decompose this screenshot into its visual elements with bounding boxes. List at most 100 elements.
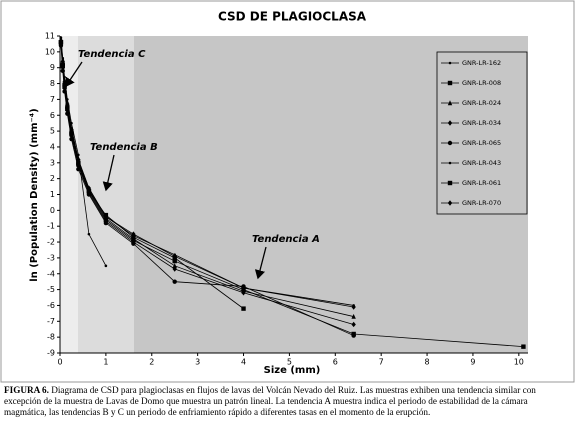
x-tick-label: 4 (241, 358, 246, 367)
marker (447, 120, 453, 126)
annotation: Tendencia C (78, 49, 146, 60)
x-tick-label: 7 (379, 358, 384, 367)
y-tick-label: -5 (47, 285, 55, 294)
marker (69, 132, 74, 137)
marker (65, 101, 70, 107)
y-tick-label: 1 (50, 190, 55, 199)
chart-title: CSD DE PLAGIOCLASA (218, 10, 367, 24)
annotations: Tendencia C Tendencia B Tendencia A (65, 49, 320, 280)
band (78, 36, 134, 353)
marker (447, 80, 453, 86)
marker (76, 162, 81, 167)
marker (103, 220, 109, 226)
legend-label: GNR-LR-024 (462, 99, 501, 107)
x-tick-label: 8 (425, 358, 430, 367)
legend-box (436, 51, 528, 215)
x-tick-label: 10 (514, 358, 524, 367)
marker (241, 306, 246, 311)
marker (76, 156, 81, 163)
marker (103, 213, 109, 220)
marker (447, 140, 453, 146)
series-line (60, 40, 354, 308)
x-tick-label: 1 (103, 358, 108, 367)
marker (104, 264, 108, 268)
figure-caption: FIGURA 6. Diagrama de CSD para plagiocla… (4, 385, 570, 418)
legend-label: GNR-LR-065 (462, 139, 501, 147)
marker (60, 58, 65, 65)
caption-text: Diagrama de CSD para plagioclasas en flu… (4, 385, 536, 417)
legend-label: GNR-LR-043 (462, 159, 501, 167)
marker (65, 106, 70, 112)
legend: GNR-LR-162 GNR-LR-008 GNR-LR-024 GNR-LR-034… (436, 51, 528, 215)
marker (131, 231, 136, 237)
x-tick-label: 5 (287, 358, 292, 367)
y-tick-label: -9 (47, 349, 55, 358)
marker (172, 263, 177, 269)
marker (172, 279, 177, 284)
marker (521, 344, 526, 349)
annotation-arrow (65, 61, 83, 88)
y-tick-label: 10 (45, 47, 55, 56)
y-tick-label: 3 (50, 158, 55, 167)
marker (351, 313, 356, 319)
y-tick-label: -1 (47, 222, 55, 231)
band (60, 36, 78, 353)
y-tick-label: 11 (45, 32, 55, 41)
caption-label: FIGURA 6. (4, 385, 49, 395)
y-tick-label: -3 (47, 253, 55, 262)
marker (447, 200, 453, 206)
y-tick-label: 6 (50, 111, 55, 120)
series-layer (58, 36, 526, 349)
marker (351, 304, 356, 310)
y-tick-label: 8 (50, 79, 55, 88)
annotation-arrow (102, 154, 115, 192)
marker (172, 266, 177, 272)
y-tick-label: -2 (47, 238, 55, 247)
x-tick-label: 6 (333, 358, 338, 367)
marker (58, 38, 64, 44)
y-tick-label: 5 (50, 127, 55, 136)
marker (60, 63, 65, 69)
y-tick-label: -8 (47, 333, 55, 342)
marker (351, 321, 356, 328)
marker (62, 84, 67, 89)
marker (172, 258, 177, 264)
marker (86, 185, 92, 191)
marker (131, 235, 136, 240)
marker (131, 241, 136, 246)
x-axis-title: Size (mm) (264, 365, 321, 376)
chart: CSD DE PLAGIOCLASA -9 -8 -7 -6 -5 -4 -3 -2 -1 0 1 2… (0, 0, 575, 383)
marker (447, 180, 453, 186)
y-tick-label: 9 (50, 63, 55, 72)
x-tick-label: 3 (195, 358, 200, 367)
marker (62, 79, 67, 85)
y-tick-label: 0 (50, 206, 55, 215)
annotation: Tendencia A (252, 234, 320, 245)
marker (241, 285, 246, 291)
marker (448, 61, 452, 65)
marker (86, 189, 92, 194)
y-tick-label: -6 (47, 301, 55, 310)
x-tick-label: 0 (57, 358, 62, 367)
legend-label: GNR-LR-070 (462, 199, 501, 207)
y-tick-label: -7 (47, 317, 55, 326)
annotation: Tendencia B (90, 142, 158, 153)
x-tick-label: 9 (470, 358, 475, 367)
marker (172, 253, 177, 260)
legend-label: GNR-LR-061 (462, 179, 501, 187)
marker (69, 126, 74, 133)
legend-label: GNR-LR-162 (462, 59, 501, 67)
annotation-arrow (254, 246, 267, 280)
legend-label: GNR-LR-034 (462, 119, 501, 127)
y-tick-label: 2 (50, 174, 55, 183)
axis-layer: -9 -8 -7 -6 -5 -4 -3 -2 -1 0 1 2 3 4 5 6 7 8 9 10 11 0 1 2 3 4 5 6 7… (45, 32, 528, 367)
marker (448, 161, 452, 165)
x-tick-label: 2 (149, 358, 154, 367)
marker (87, 232, 91, 236)
marker (241, 290, 246, 296)
legend-label: GNR-LR-008 (462, 79, 501, 87)
y-tick-label: -4 (47, 269, 55, 278)
marker (447, 100, 453, 106)
y-tick-label: 4 (50, 142, 55, 151)
